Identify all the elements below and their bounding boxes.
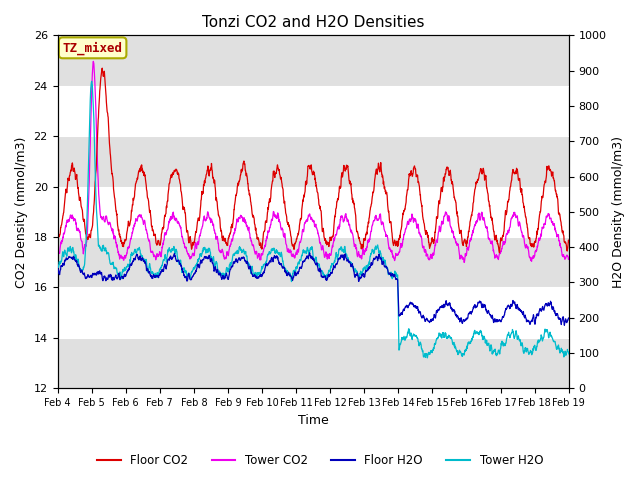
Text: TZ_mixed: TZ_mixed xyxy=(63,41,123,55)
Bar xyxy=(58,338,569,388)
Bar xyxy=(58,237,569,288)
Bar xyxy=(58,36,569,86)
Y-axis label: H2O Density (mmol/m3): H2O Density (mmol/m3) xyxy=(612,136,625,288)
Y-axis label: CO2 Density (mmol/m3): CO2 Density (mmol/m3) xyxy=(15,136,28,288)
X-axis label: Time: Time xyxy=(298,414,328,427)
Legend: Floor CO2, Tower CO2, Floor H2O, Tower H2O: Floor CO2, Tower CO2, Floor H2O, Tower H… xyxy=(92,449,548,472)
Title: Tonzi CO2 and H2O Densities: Tonzi CO2 and H2O Densities xyxy=(202,15,424,30)
Bar xyxy=(58,136,569,187)
